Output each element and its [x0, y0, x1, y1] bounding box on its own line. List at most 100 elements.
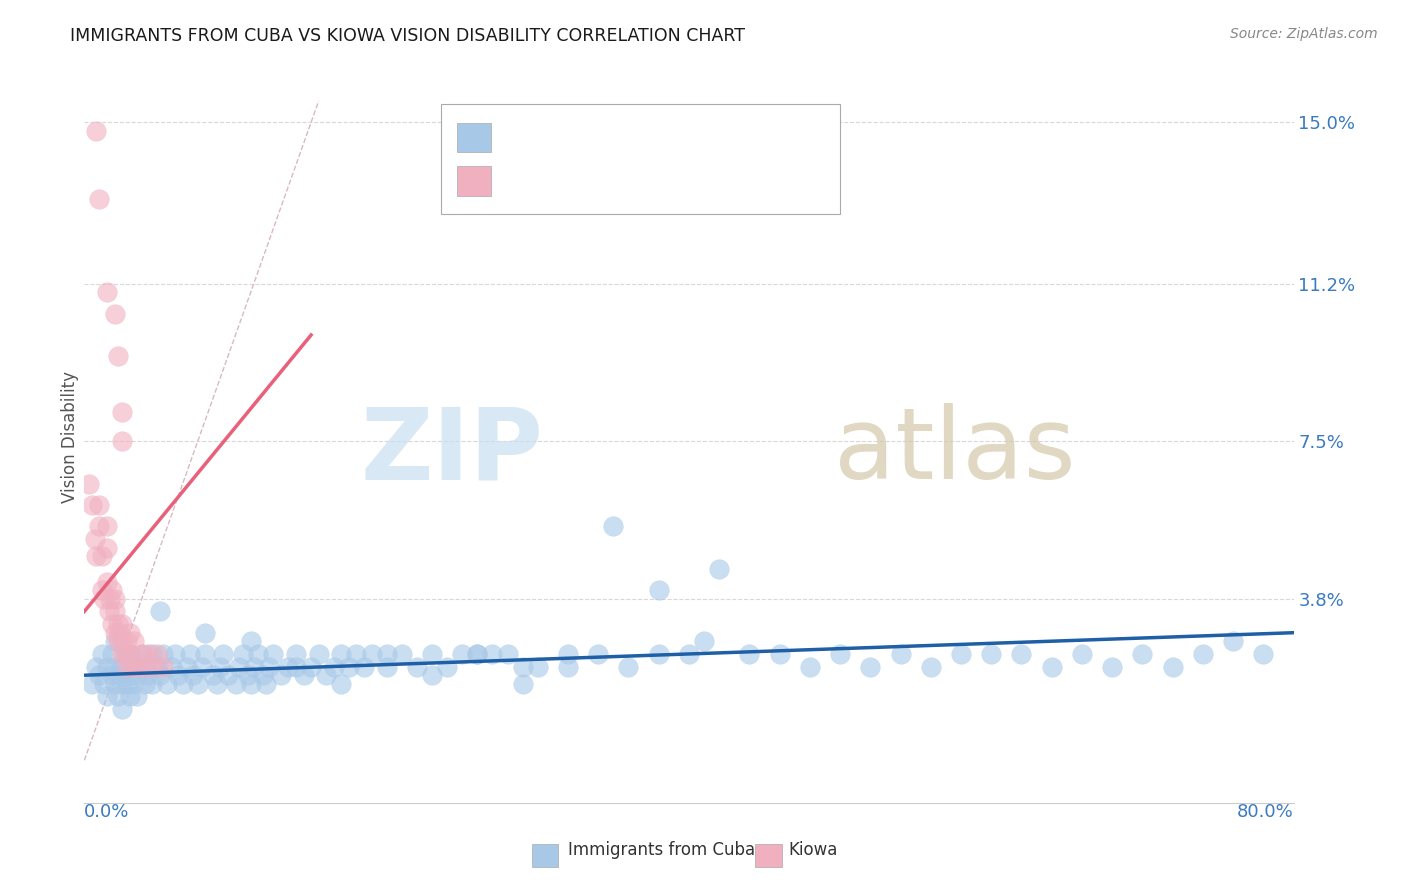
Point: [97, 604, 120, 618]
Point: [239, 634, 262, 648]
Point: [111, 404, 134, 418]
Point: [330, 647, 353, 661]
Text: IMMIGRANTS FROM CUBA VS KIOWA VISION DISABILITY CORRELATION CHART: IMMIGRANTS FROM CUBA VS KIOWA VISION DIS…: [70, 27, 745, 45]
Point: [115, 677, 138, 691]
Point: [617, 659, 640, 673]
Point: [111, 617, 134, 632]
Point: [859, 659, 882, 673]
Point: [152, 659, 174, 673]
Point: [149, 604, 172, 618]
Y-axis label: Vision Disability: Vision Disability: [62, 371, 80, 503]
Point: [512, 677, 534, 691]
Point: [353, 659, 375, 673]
Point: [115, 634, 138, 648]
Point: [104, 591, 127, 606]
Point: [239, 677, 262, 691]
Point: [322, 659, 344, 673]
FancyBboxPatch shape: [755, 844, 782, 867]
Point: [104, 634, 127, 648]
Point: [648, 583, 671, 598]
FancyBboxPatch shape: [441, 104, 841, 214]
Point: [89, 192, 111, 206]
Point: [467, 647, 489, 661]
Point: [247, 647, 270, 661]
Point: [330, 677, 353, 691]
Point: [557, 659, 579, 673]
Point: [89, 498, 111, 512]
Point: [451, 647, 474, 661]
Point: [436, 659, 458, 673]
Text: Immigrants from Cuba: Immigrants from Cuba: [568, 841, 755, 859]
Point: [115, 647, 138, 661]
Point: [194, 625, 217, 640]
Point: [118, 625, 141, 640]
Point: [212, 647, 235, 661]
Point: [91, 583, 114, 598]
Point: [228, 659, 250, 673]
Point: [406, 659, 429, 673]
Point: [191, 659, 214, 673]
Point: [420, 647, 443, 661]
Point: [121, 677, 143, 691]
Point: [360, 647, 382, 661]
Point: [96, 285, 118, 300]
Point: [127, 668, 149, 682]
Point: [950, 647, 973, 661]
Point: [225, 677, 247, 691]
Point: [167, 668, 190, 682]
Point: [100, 668, 122, 682]
Text: atlas: atlas: [834, 403, 1076, 500]
Point: [172, 677, 194, 691]
Point: [527, 659, 550, 673]
Point: [111, 659, 134, 673]
Point: [709, 562, 731, 576]
Point: [84, 532, 107, 546]
Point: [165, 647, 187, 661]
Point: [648, 647, 671, 661]
Point: [141, 659, 163, 673]
Point: [209, 659, 232, 673]
Point: [152, 647, 174, 661]
Point: [127, 659, 149, 673]
Point: [830, 647, 852, 661]
Point: [156, 677, 179, 691]
Point: [232, 647, 254, 661]
Point: [93, 591, 115, 606]
Point: [980, 647, 1002, 661]
Point: [920, 659, 942, 673]
FancyBboxPatch shape: [457, 122, 491, 152]
Point: [107, 617, 129, 632]
Point: [1040, 659, 1063, 673]
Point: [100, 583, 122, 598]
Point: [187, 677, 209, 691]
Point: [1071, 647, 1094, 661]
Point: [77, 476, 100, 491]
Point: [115, 659, 138, 673]
Point: [375, 659, 398, 673]
Point: [146, 647, 169, 661]
Point: [769, 647, 792, 661]
Point: [80, 677, 103, 691]
Point: [181, 668, 204, 682]
Point: [104, 604, 127, 618]
Point: [107, 349, 129, 363]
Point: [131, 647, 153, 661]
Point: [217, 668, 239, 682]
Point: [1222, 634, 1244, 648]
Point: [257, 659, 280, 673]
Point: [467, 647, 489, 661]
Point: [104, 677, 127, 691]
Point: [201, 668, 224, 682]
Point: [346, 647, 368, 661]
Point: [292, 668, 315, 682]
Point: [252, 668, 274, 682]
Point: [91, 647, 114, 661]
Point: [207, 677, 229, 691]
Point: [96, 574, 118, 589]
Point: [107, 668, 129, 682]
Point: [86, 659, 108, 673]
Point: [122, 634, 145, 648]
Point: [91, 549, 114, 563]
Point: [127, 690, 149, 704]
Point: [86, 549, 108, 563]
